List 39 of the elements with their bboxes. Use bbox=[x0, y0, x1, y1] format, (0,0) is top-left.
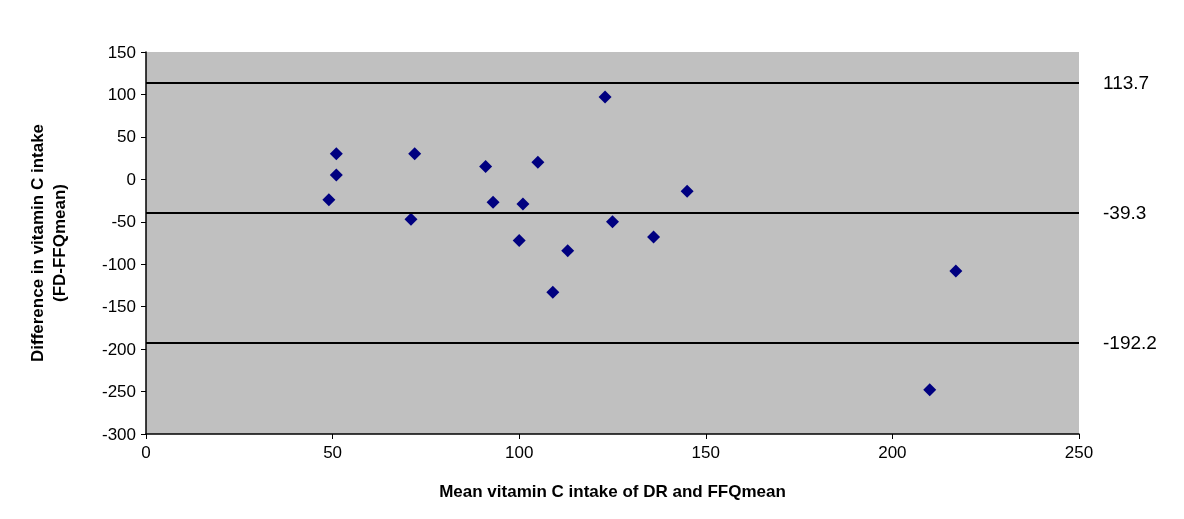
y-tick-label: 100 bbox=[107, 84, 136, 104]
y-tick-label: 50 bbox=[117, 127, 136, 147]
y-tick-label: -50 bbox=[111, 212, 136, 232]
y-tick-label: 0 bbox=[126, 169, 136, 189]
x-tick-label: 100 bbox=[505, 443, 534, 462]
y-axis-title: Difference in vitamin C intake (FD-FFQmean) bbox=[27, 123, 69, 363]
x-axis-title: Mean vitamin C intake of DR and FFQmean bbox=[439, 481, 786, 501]
point bbox=[486, 195, 500, 209]
point bbox=[647, 230, 661, 244]
y-tick-label: 150 bbox=[107, 42, 136, 62]
y-tick-label: -200 bbox=[101, 339, 136, 359]
point bbox=[546, 285, 560, 299]
x-tick-label: 250 bbox=[1064, 443, 1094, 462]
point bbox=[949, 264, 963, 278]
x-tick-label: 200 bbox=[878, 443, 907, 462]
point bbox=[512, 233, 526, 247]
point bbox=[531, 155, 545, 169]
point bbox=[322, 193, 336, 207]
y-tick-label: -100 bbox=[101, 254, 136, 274]
point bbox=[329, 168, 343, 182]
y-tick-label: -300 bbox=[101, 424, 136, 444]
y-tick-label: -150 bbox=[101, 297, 136, 317]
point bbox=[598, 90, 612, 104]
point bbox=[680, 184, 694, 198]
point bbox=[479, 160, 493, 174]
x-tick-label: 0 bbox=[141, 443, 151, 462]
ref-line-label: -39.3 bbox=[1103, 202, 1147, 224]
point bbox=[408, 147, 422, 161]
x-tick-label: 150 bbox=[691, 443, 720, 462]
point bbox=[923, 383, 937, 397]
point bbox=[404, 212, 418, 226]
point bbox=[606, 215, 619, 229]
ref-line-label: -192.2 bbox=[1103, 331, 1157, 353]
point bbox=[329, 147, 343, 161]
point bbox=[561, 244, 575, 258]
point bbox=[516, 197, 530, 211]
x-tick-label: 50 bbox=[323, 443, 343, 462]
ref-line-label: 113.7 bbox=[1103, 72, 1150, 94]
y-tick-label: -250 bbox=[101, 382, 136, 402]
